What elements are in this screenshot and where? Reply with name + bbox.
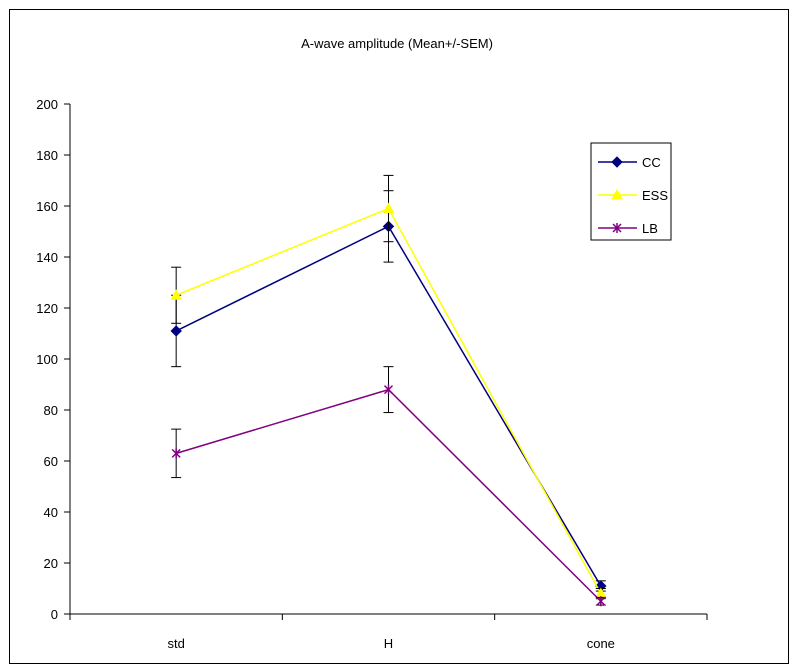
- legend: CC ESS LB: [590, 142, 672, 241]
- series-layer: [170, 174, 607, 607]
- x-tick-label: H: [384, 636, 393, 651]
- chart-frame: [9, 9, 789, 664]
- data-point: [382, 202, 395, 214]
- data-point: [171, 448, 181, 459]
- y-tick-label: 60: [44, 454, 58, 469]
- y-tick-label: 0: [51, 607, 58, 622]
- y-tick-label: 80: [44, 403, 58, 418]
- series-line: [175, 388, 602, 602]
- y-tick-label: 160: [36, 199, 58, 214]
- series-lb: [171, 366, 606, 607]
- legend-entry-lb: LB: [598, 221, 658, 236]
- legend-entry-cc: CC: [598, 155, 661, 170]
- y-tick-label: 120: [36, 301, 58, 316]
- legend-label: ESS: [642, 188, 668, 203]
- legend-entry-ess: ESS: [598, 188, 668, 203]
- data-point: [596, 596, 606, 607]
- legend-marker: [611, 156, 623, 168]
- y-tick-label: 200: [36, 97, 58, 112]
- y-tick-label: 20: [44, 556, 58, 571]
- data-point: [383, 384, 394, 395]
- legend-label: CC: [642, 155, 661, 170]
- series-ess: [170, 174, 607, 600]
- chart-title: A-wave amplitude (Mean+/-SEM): [301, 36, 493, 51]
- data-point: [170, 325, 182, 337]
- legend-marker: [611, 188, 623, 200]
- y-tick-label: 180: [36, 148, 58, 163]
- x-tick-label: cone: [587, 636, 615, 651]
- legend-label: LB: [642, 221, 658, 236]
- legend-marker: [612, 223, 622, 233]
- x-tick-label: std: [167, 636, 184, 651]
- legend-box: [590, 142, 672, 241]
- y-tick-label: 40: [44, 505, 58, 520]
- data-point: [170, 289, 183, 300]
- y-tick-label: 140: [36, 250, 58, 265]
- y-tick-label: 100: [36, 352, 58, 367]
